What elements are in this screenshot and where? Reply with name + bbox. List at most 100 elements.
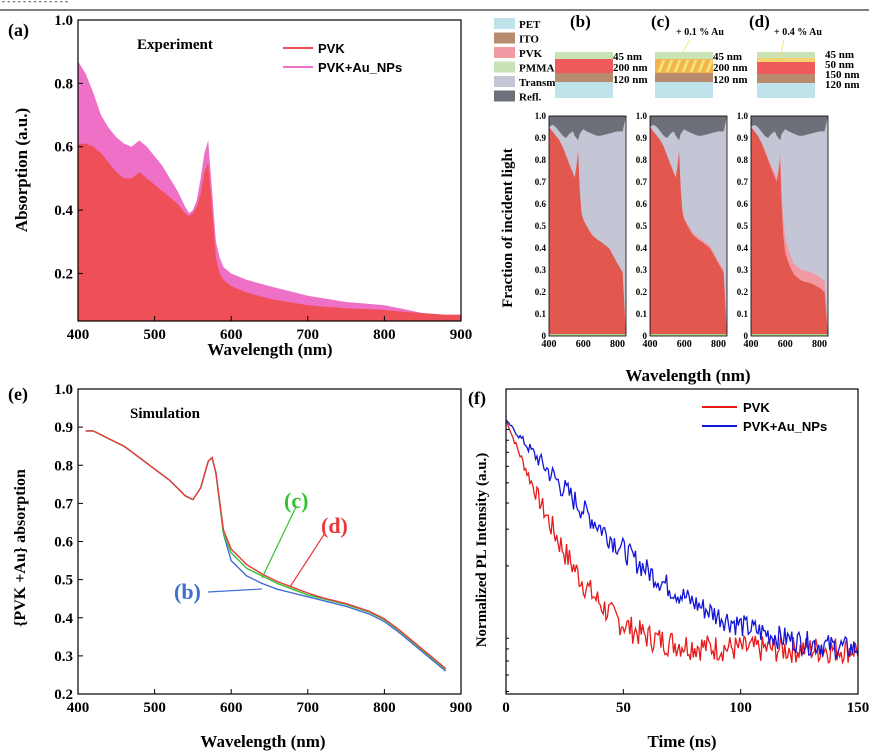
legend-swatch-pet <box>494 18 515 29</box>
callout-c-label: (c) <box>284 488 308 513</box>
panel-a-ylabel: Absorption (a.u.) <box>12 108 31 232</box>
panel-e: 400 500 600 700 800 900 0.2 0.3 0.4 0.5 0.6 0.7 0.8 0… <box>8 382 472 751</box>
panel-d-plot: 0 0.1 0.2 0.3 0.4 0.5 0.6 0.7 0.8 0.9 1.0 400 600 800 <box>737 111 829 350</box>
panel-frame <box>649 115 728 337</box>
legend-swatch-refl <box>494 90 515 102</box>
pet-absorption-area <box>549 334 626 336</box>
x-tick-label: 150 <box>847 700 869 716</box>
reflection-area <box>549 116 626 141</box>
au-np-stripe <box>697 59 706 73</box>
panel-e-label: (e) <box>8 384 28 405</box>
x-tick-label: 800 <box>373 327 396 343</box>
stack-layer <box>655 52 713 59</box>
header-text: - - - - - - - - - - - - - <box>2 0 68 6</box>
panel-e-ticks: 400 500 600 700 800 900 0.2 0.3 0.4 0.5 0.6 0.7 0.8 0… <box>54 382 472 716</box>
stack-note-1: + 0.1 % Au <box>676 27 724 38</box>
y-tick-label: 0.8 <box>636 155 648 165</box>
panel-b-plot: 0 0.1 0.2 0.3 0.4 0.5 0.6 0.7 0.8 0.9 1.0 400 600 800 <box>535 111 627 350</box>
legend-label-pvk: PVK <box>519 48 543 60</box>
y-tick-label: 0.6 <box>737 199 749 209</box>
y-tick-label: 0.3 <box>737 265 749 275</box>
stack-layer <box>555 52 613 59</box>
layer-thickness: 200 nm <box>613 62 648 74</box>
x-tick-label: 500 <box>143 700 166 716</box>
x-tick-label: 800 <box>812 339 827 350</box>
y-tick-label: 0.6 <box>636 199 648 209</box>
legend-swatch-pvk <box>494 47 515 58</box>
reflection-area <box>650 116 727 141</box>
panel-e-plot-area <box>85 430 447 672</box>
x-tick-label: 400 <box>67 700 90 716</box>
x-tick-label: 900 <box>450 700 473 716</box>
panel-f-plot-area <box>505 419 859 665</box>
x-tick-label: 600 <box>220 700 243 716</box>
stack-label-1: (c) <box>651 12 670 31</box>
y-tick-label: 0.9 <box>636 133 648 143</box>
y-tick-label: 0.1 <box>737 309 749 319</box>
y-tick-label: 0.9 <box>54 420 73 436</box>
x-tick-label: 600 <box>677 339 692 350</box>
y-tick-label: 0 <box>542 331 547 341</box>
panel-a-label: (a) <box>8 20 29 41</box>
legend-label-pmma: PMMA <box>519 63 554 75</box>
legend-label-pet: PET <box>519 19 541 31</box>
y-tick-label: 0.5 <box>535 221 547 231</box>
line-d <box>85 430 447 670</box>
y-tick-label: 0.9 <box>535 133 547 143</box>
stack-label-0: (b) <box>570 12 591 31</box>
legend-swatch-pmma <box>494 61 515 73</box>
panels-bcd: 0 0.1 0.2 0.3 0.4 0.5 0.6 0.7 0.8 0.9 1.0 400 600 800… <box>535 111 829 350</box>
stack-layer <box>757 52 815 58</box>
legend-label-ito: ITO <box>519 34 539 46</box>
legend-swatch-ito <box>494 32 515 44</box>
legend-a-label-au: PVK+Au_NPs <box>318 60 402 75</box>
pet-absorption-area <box>650 334 727 336</box>
au-np-stripe <box>657 59 666 73</box>
y-tick-label: 0.4 <box>54 203 73 219</box>
pet-absorption-area <box>751 334 828 336</box>
y-tick-label: 0.8 <box>54 76 73 92</box>
panel-frame <box>750 115 829 337</box>
panel-f-ylabel: Normalized PL Intensity (a.u.) <box>474 453 490 648</box>
y-tick-label: 1.0 <box>535 111 547 121</box>
note-pointer <box>779 39 785 58</box>
au-np-stripe <box>689 59 698 73</box>
stack-layer <box>655 73 713 82</box>
stack-layer <box>757 62 815 74</box>
y-tick-label: 0.2 <box>737 287 749 297</box>
panel-frame <box>548 115 627 337</box>
line-c <box>85 430 447 670</box>
pvk-absorption-area <box>549 127 626 336</box>
note-pointer <box>682 39 691 53</box>
layer-thickness: 120 nm <box>613 74 648 86</box>
y-tick-label: 0.1 <box>636 309 648 319</box>
x-tick-label: 700 <box>297 327 320 343</box>
y-tick-label: 1.0 <box>54 382 73 398</box>
y-tick-label: 0.4 <box>636 243 648 253</box>
panel-f-frame <box>505 388 859 695</box>
stack-layer <box>757 58 815 62</box>
au-np-stripe <box>665 59 674 73</box>
stack-label-2: (d) <box>749 12 770 31</box>
panel-bcd-xlabel: Wavelength (nm) <box>625 366 750 385</box>
y-tick-label: 0.5 <box>737 221 749 231</box>
panel-e-annotation: Simulation <box>130 406 201 422</box>
callout-c-line <box>261 506 297 579</box>
layer-thickness: 50 nm <box>825 59 854 71</box>
panel-a-plot-area <box>78 61 461 321</box>
x-tick-label: 600 <box>778 339 793 350</box>
layer-thickness: 120 nm <box>713 74 748 86</box>
x-tick-label: 600 <box>576 339 591 350</box>
au-np-stripe <box>681 59 690 73</box>
y-tick-label: 0.3 <box>535 265 547 275</box>
x-tick-label: 900 <box>450 327 473 343</box>
legend-label-refl: Refl. <box>519 92 542 104</box>
x-tick-label: 0 <box>502 700 510 716</box>
callout-b-label: (b) <box>174 579 201 604</box>
y-tick-label: 0.6 <box>54 140 73 156</box>
area-pvk <box>78 143 461 321</box>
pvk-absorption-area <box>650 127 727 336</box>
stack-layer <box>555 59 613 73</box>
